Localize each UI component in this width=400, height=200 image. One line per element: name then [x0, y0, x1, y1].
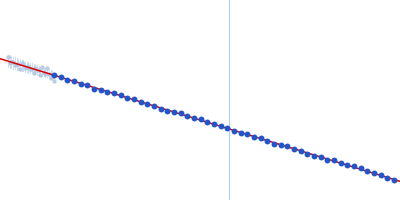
- Point: [258, 136, 264, 140]
- Point: [144, 102, 150, 105]
- Point: [231, 129, 237, 132]
- Point: [251, 135, 257, 138]
- Point: [238, 132, 244, 135]
- Point: [291, 147, 297, 151]
- Point: [378, 173, 384, 177]
- Point: [198, 118, 204, 121]
- Point: [278, 143, 284, 146]
- Point: [331, 159, 337, 162]
- Point: [358, 167, 364, 170]
- Point: [284, 144, 290, 147]
- Point: [364, 170, 370, 173]
- Point: [384, 176, 390, 179]
- Point: [58, 76, 64, 79]
- Point: [51, 73, 57, 76]
- Point: [71, 79, 77, 82]
- Point: [178, 111, 184, 114]
- Point: [111, 91, 117, 94]
- Point: [98, 88, 104, 91]
- Point: [264, 139, 270, 142]
- Point: [224, 127, 230, 130]
- Point: [138, 100, 144, 104]
- Point: [338, 162, 344, 165]
- Point: [64, 78, 70, 81]
- Point: [184, 114, 190, 118]
- Point: [324, 158, 330, 161]
- Point: [218, 125, 224, 128]
- Point: [171, 110, 177, 113]
- Point: [78, 83, 84, 86]
- Point: [211, 123, 217, 126]
- Point: [344, 164, 350, 167]
- Point: [84, 84, 90, 87]
- Point: [151, 105, 157, 108]
- Point: [118, 93, 124, 96]
- Point: [318, 156, 324, 159]
- Point: [271, 142, 277, 145]
- Point: [311, 154, 317, 157]
- Point: [158, 107, 164, 110]
- Point: [91, 87, 97, 90]
- Point: [204, 121, 210, 124]
- Point: [298, 150, 304, 153]
- Point: [104, 91, 110, 94]
- Point: [371, 172, 377, 175]
- Point: [124, 96, 130, 99]
- Point: [131, 98, 137, 101]
- Point: [164, 109, 170, 113]
- Point: [391, 179, 397, 182]
- Point: [304, 152, 310, 155]
- Point: [351, 165, 357, 168]
- Point: [191, 117, 197, 120]
- Point: [244, 133, 250, 136]
